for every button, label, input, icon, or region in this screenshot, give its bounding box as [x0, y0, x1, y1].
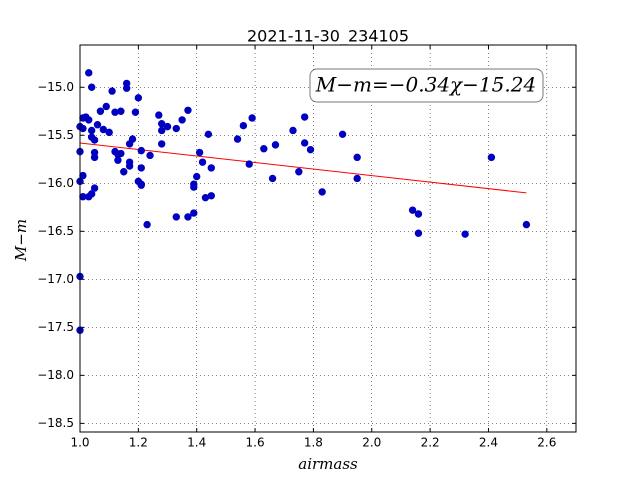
data-point — [146, 151, 154, 160]
data-point — [157, 140, 166, 148]
x-tick-label: 1.0 — [70, 436, 89, 450]
data-point — [295, 168, 303, 176]
y-tick-label: −16.0 — [37, 176, 74, 190]
data-point — [131, 108, 140, 116]
data-point — [408, 206, 417, 214]
data-point — [122, 84, 131, 92]
x-tick-label: 1.2 — [129, 436, 148, 450]
data-point — [105, 128, 113, 137]
data-point — [300, 113, 309, 121]
data-point — [248, 114, 256, 122]
data-point — [178, 116, 186, 124]
data-point — [155, 111, 163, 119]
data-point — [79, 124, 87, 133]
data-point — [117, 107, 125, 115]
data-point — [111, 108, 119, 116]
x-tick-label: 2.2 — [421, 436, 440, 450]
data-point — [204, 130, 213, 139]
x-tick-label: 1.8 — [304, 436, 323, 450]
data-point — [414, 210, 423, 218]
data-point — [260, 145, 268, 153]
x-tick-label: 2.6 — [537, 436, 556, 450]
data-point — [271, 141, 280, 149]
x-axis-label: airmass — [298, 455, 358, 473]
data-point — [143, 220, 151, 229]
data-point — [117, 149, 125, 158]
data-point — [207, 192, 215, 200]
data-point — [93, 121, 102, 129]
data-point — [193, 172, 201, 181]
data-point — [128, 135, 137, 143]
y-tick-label: −17.0 — [37, 272, 74, 286]
data-point — [90, 153, 99, 162]
data-point — [245, 160, 253, 168]
data-point — [487, 153, 496, 162]
data-point — [414, 229, 423, 237]
data-point — [102, 102, 110, 111]
data-point — [289, 126, 297, 135]
data-point — [461, 230, 469, 238]
data-point — [239, 121, 248, 130]
data-point — [90, 136, 99, 144]
data-point — [318, 188, 326, 196]
data-point — [198, 158, 207, 166]
data-point — [184, 106, 192, 115]
data-point — [87, 126, 96, 135]
fit-line — [79, 142, 527, 194]
data-point — [85, 69, 93, 77]
data-point — [522, 220, 531, 229]
data-point — [79, 171, 87, 180]
data-point — [137, 146, 145, 155]
x-tick-label: 1.4 — [187, 436, 206, 450]
y-tick-label: −15.0 — [37, 80, 74, 94]
data-point — [157, 126, 166, 135]
data-point — [85, 116, 93, 124]
annotation-box — [309, 68, 544, 103]
data-point — [306, 145, 315, 154]
x-tick-label: 2.0 — [362, 436, 381, 450]
y-axis-label: M−m — [12, 219, 30, 262]
x-tick-label: 2.4 — [479, 436, 498, 450]
data-point — [172, 213, 180, 221]
data-point — [125, 162, 134, 170]
data-point — [137, 181, 145, 189]
data-point — [172, 124, 180, 133]
data-point — [96, 107, 105, 115]
data-point — [163, 122, 172, 131]
data-point — [233, 135, 242, 143]
y-tick-label: −18.0 — [37, 368, 74, 382]
data-point — [90, 184, 99, 192]
data-point — [99, 125, 108, 134]
data-point — [184, 213, 192, 221]
data-point — [87, 190, 96, 198]
y-tick-label: −17.5 — [37, 320, 74, 334]
chart-title: 2021-11-30_234105 — [247, 27, 409, 47]
data-point — [114, 156, 122, 164]
data-point — [338, 130, 347, 139]
y-tick-label: −15.5 — [37, 128, 74, 142]
data-point — [190, 209, 198, 217]
data-point — [190, 183, 198, 191]
data-point — [268, 174, 277, 183]
data-point — [108, 87, 116, 95]
fit-equation: M−m=−0.34χ−15.24 — [315, 73, 536, 97]
y-tick-label: −18.5 — [37, 416, 74, 430]
x-tick-label: 1.6 — [246, 436, 265, 450]
data-point — [207, 164, 215, 172]
data-point — [87, 83, 96, 91]
plot-area: 1.0 1.2 1.4 1.6 1.8 2.0 2.2 2.4 2.6 −15.0 −15.5 −16… — [37, 44, 577, 450]
data-point — [134, 94, 143, 102]
data-point — [300, 139, 309, 147]
data-point — [353, 174, 361, 183]
data-point — [137, 164, 145, 172]
data-point — [195, 148, 204, 157]
data-point — [120, 168, 128, 176]
data-point — [353, 153, 361, 162]
plot-frame — [79, 44, 577, 433]
y-tick-label: −16.5 — [37, 224, 74, 238]
